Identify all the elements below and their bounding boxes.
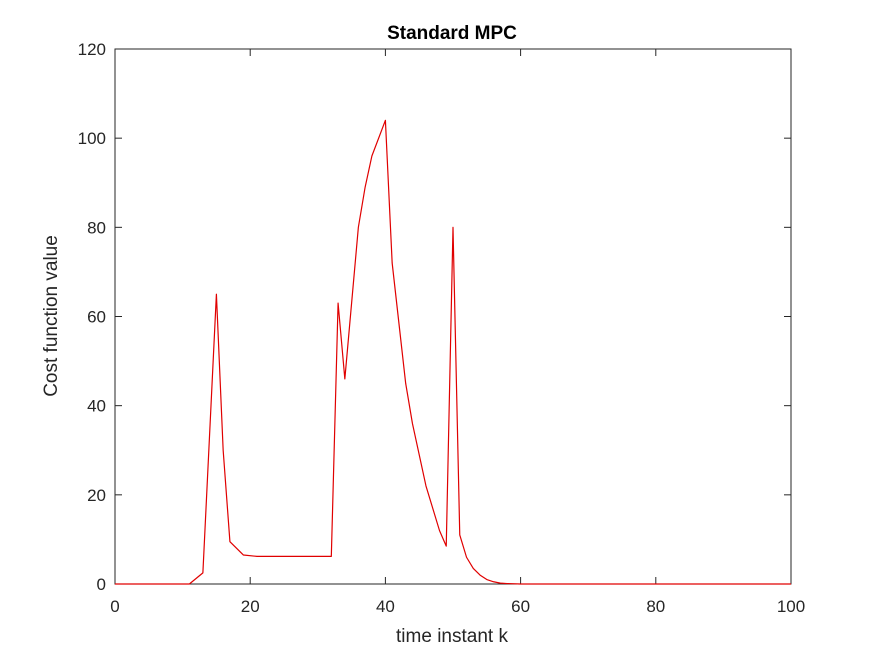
chart-title: Standard MPC	[387, 23, 517, 44]
x-tick-label: 20	[241, 597, 260, 616]
y-tick-label: 100	[78, 129, 106, 148]
plot-area: 0 20 40 60 80 100 0 20 40 60 80 100 120	[78, 40, 806, 616]
axes-box	[114, 48, 792, 585]
y-axis-label: Cost function value	[41, 235, 62, 397]
x-tick-label: 80	[646, 597, 665, 616]
y-tick-label: 20	[87, 486, 106, 505]
x-tick-label: 60	[511, 597, 530, 616]
x-tick-label: 0	[110, 597, 119, 616]
series-line	[115, 119, 791, 585]
y-tick-label: 40	[87, 397, 106, 416]
y-tick-label: 80	[87, 218, 106, 237]
x-axis-label: time instant k	[396, 626, 508, 647]
y-tick-label: 60	[87, 308, 106, 327]
x-tick-label: 40	[376, 597, 395, 616]
y-tick-label: 120	[78, 40, 106, 59]
x-tick-label: 100	[777, 597, 805, 616]
y-tick-label: 0	[97, 575, 106, 594]
